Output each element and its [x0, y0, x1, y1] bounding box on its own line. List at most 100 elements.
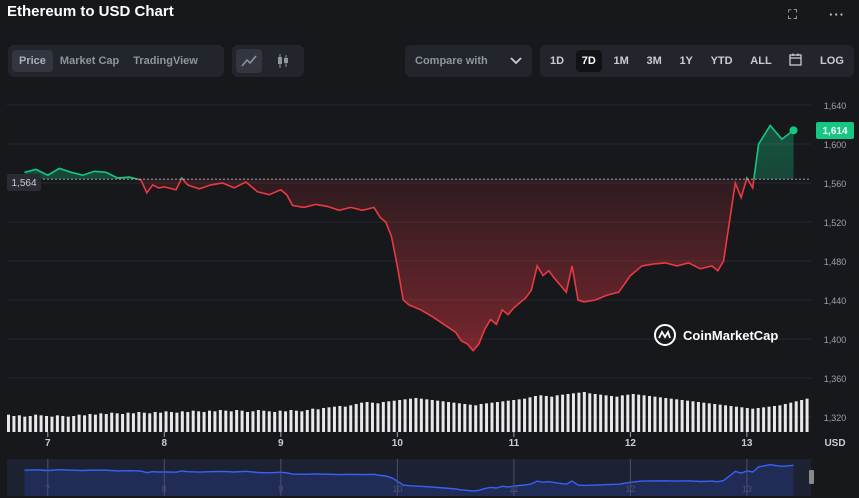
y-tick-label: 1,640 — [824, 101, 847, 111]
chevron-down-icon — [510, 57, 522, 65]
area-above-baseline — [24, 125, 794, 180]
volume-bar — [213, 411, 217, 432]
volume-bar — [235, 410, 239, 432]
compare-with-dropdown[interactable]: Compare with — [405, 45, 532, 77]
last-price-dot — [789, 126, 798, 135]
tab-price[interactable]: Price — [12, 50, 53, 72]
volume-bar — [523, 398, 527, 432]
compare-with-label: Compare with — [415, 55, 488, 67]
line-chart-icon[interactable] — [236, 49, 262, 73]
volume-bar — [783, 404, 787, 432]
x-tick-label: 7 — [45, 438, 51, 449]
volume-bar — [256, 410, 260, 432]
x-tick-label: 10 — [392, 438, 404, 449]
navigator-tick-label: 8 — [162, 484, 167, 494]
volume-bar — [7, 414, 10, 432]
calendar-icon[interactable] — [783, 48, 808, 74]
volume-bar — [680, 400, 684, 432]
volume-bar — [186, 412, 190, 432]
volume-bar — [360, 402, 364, 432]
volume-bar — [398, 400, 402, 432]
volume-bar — [691, 401, 695, 432]
range-1m[interactable]: 1M — [613, 55, 629, 67]
volume-bar — [284, 411, 288, 432]
volume-bar — [104, 414, 108, 432]
y-tick-label: 1,360 — [824, 374, 847, 384]
volume-bar — [311, 408, 315, 432]
y-tick-label: 1,480 — [824, 257, 847, 267]
volume-bar — [631, 394, 635, 432]
baseline-label: 1,564 — [7, 174, 41, 191]
volume-bar — [142, 412, 146, 432]
volume-bar — [12, 416, 16, 432]
volume-bar — [669, 398, 673, 432]
volume-bar — [39, 415, 43, 432]
range-ytd[interactable]: YTD — [710, 55, 733, 67]
x-tick-label: 12 — [625, 438, 637, 449]
volume-bar — [169, 412, 173, 432]
range-all[interactable]: ALL — [750, 55, 772, 67]
volume-bar — [430, 400, 434, 432]
log-scale-toggle[interactable]: LOG — [820, 55, 844, 67]
volume-bar — [349, 405, 353, 432]
volume-bar — [800, 400, 804, 432]
volume-bar — [762, 407, 766, 432]
range-1y[interactable]: 1Y — [679, 55, 693, 67]
tab-tradingview[interactable]: TradingView — [133, 55, 198, 67]
volume-bar — [294, 410, 298, 432]
volume-bar — [99, 413, 103, 432]
y-tick-label: 1,560 — [824, 179, 847, 189]
range-7d[interactable]: 7D — [575, 50, 602, 72]
volume-bar — [468, 404, 472, 432]
volume-bar — [604, 395, 608, 432]
volume-bar — [131, 413, 135, 432]
volume-bar — [110, 412, 114, 432]
volume-bar — [533, 396, 537, 432]
volume-bar — [17, 415, 21, 432]
volume-bar — [718, 404, 722, 432]
volume-bar — [495, 402, 499, 432]
volume-bar — [262, 410, 266, 432]
volume-bar — [121, 414, 125, 432]
volume-bar — [452, 402, 456, 432]
volume-bar — [251, 411, 255, 432]
candlestick-icon[interactable] — [270, 49, 296, 73]
volume-bar — [620, 395, 624, 432]
volume-bar — [653, 396, 657, 432]
volume-bar — [50, 416, 54, 432]
volume-bar — [34, 414, 38, 432]
volume-bar — [414, 398, 418, 432]
range-3m[interactable]: 3M — [646, 55, 662, 67]
volume-bar — [332, 406, 336, 432]
volume-bar — [137, 412, 141, 432]
volume-bar — [615, 396, 619, 432]
volume-bar — [403, 399, 407, 432]
volume-bar — [561, 394, 565, 432]
volume-bar — [126, 412, 130, 432]
volume-bar — [72, 416, 76, 432]
navigator-handle[interactable] — [809, 470, 814, 484]
volume-bar — [370, 402, 374, 432]
volume-bar — [387, 401, 391, 432]
volume-bar — [159, 412, 163, 432]
volume-bar — [376, 403, 380, 432]
chart-type-toggle — [232, 45, 304, 77]
volume-bar — [66, 416, 70, 432]
range-navigator[interactable]: 7 8 9 10 11 12 13 — [7, 459, 814, 496]
volume-bar — [419, 398, 423, 432]
tab-market-cap[interactable]: Market Cap — [59, 55, 120, 67]
volume-bar — [327, 407, 331, 432]
volume-bar — [713, 404, 717, 432]
volume-bar — [474, 405, 478, 432]
volume-bar — [425, 399, 429, 432]
volume-bar — [354, 404, 358, 432]
volume-bar — [153, 412, 157, 432]
more-icon[interactable]: ··· — [829, 7, 845, 22]
range-1d[interactable]: 1D — [550, 55, 565, 67]
fullscreen-icon[interactable]: ⛶ — [788, 7, 798, 22]
volume-bar — [305, 410, 309, 432]
area-below-baseline — [137, 179, 754, 351]
y-tick-label: 1,320 — [824, 413, 847, 423]
volume-bar — [740, 407, 744, 432]
